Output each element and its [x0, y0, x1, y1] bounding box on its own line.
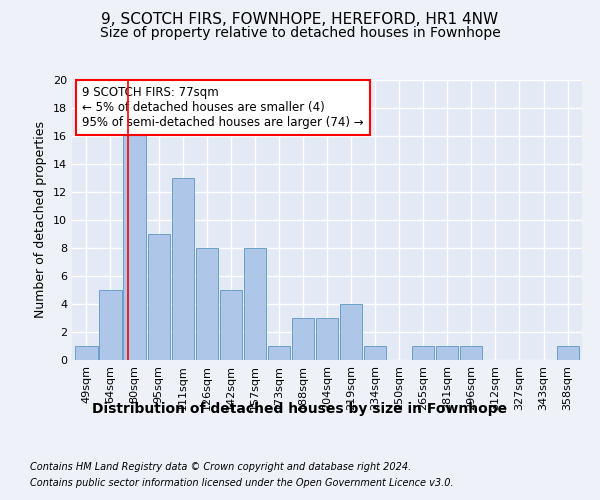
Bar [148, 234, 170, 360]
Bar [100, 290, 122, 360]
Bar [412, 346, 434, 360]
Text: Contains public sector information licensed under the Open Government Licence v3: Contains public sector information licen… [30, 478, 454, 488]
Bar [316, 318, 338, 360]
Bar [196, 248, 218, 360]
Text: Size of property relative to detached houses in Fownhope: Size of property relative to detached ho… [100, 26, 500, 40]
Bar [340, 304, 362, 360]
Bar [436, 346, 458, 360]
Y-axis label: Number of detached properties: Number of detached properties [34, 122, 47, 318]
Bar [244, 248, 266, 360]
Text: Distribution of detached houses by size in Fownhope: Distribution of detached houses by size … [92, 402, 508, 416]
Text: Contains HM Land Registry data © Crown copyright and database right 2024.: Contains HM Land Registry data © Crown c… [30, 462, 411, 472]
Bar [76, 346, 98, 360]
Bar [268, 346, 290, 360]
Bar [220, 290, 242, 360]
Bar [124, 122, 146, 360]
Bar [172, 178, 194, 360]
Bar [292, 318, 314, 360]
Bar [460, 346, 482, 360]
Text: 9 SCOTCH FIRS: 77sqm
← 5% of detached houses are smaller (4)
95% of semi-detache: 9 SCOTCH FIRS: 77sqm ← 5% of detached ho… [82, 86, 364, 128]
Bar [557, 346, 578, 360]
Text: 9, SCOTCH FIRS, FOWNHOPE, HEREFORD, HR1 4NW: 9, SCOTCH FIRS, FOWNHOPE, HEREFORD, HR1 … [101, 12, 499, 28]
Bar [364, 346, 386, 360]
